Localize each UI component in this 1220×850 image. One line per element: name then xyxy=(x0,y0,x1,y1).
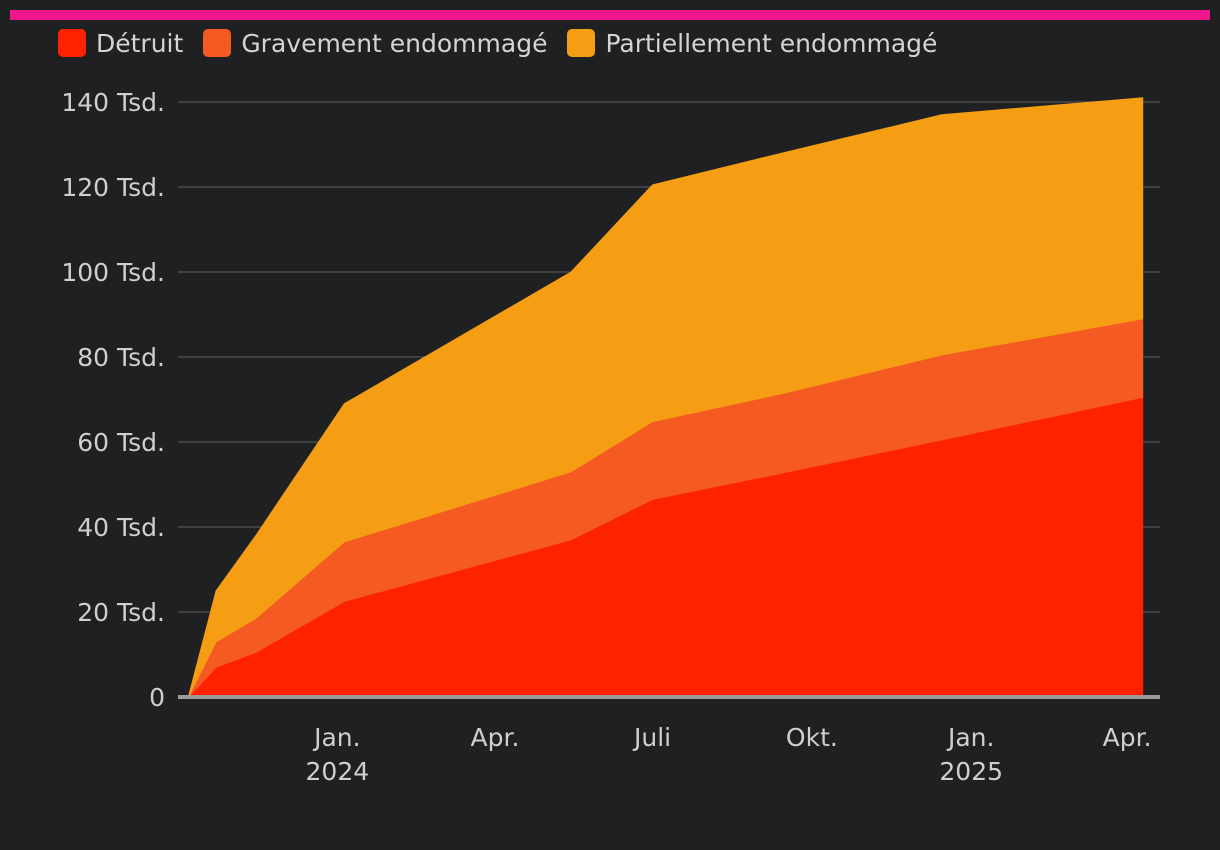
y-tick-label: 140 Tsd. xyxy=(61,88,165,117)
x-tick-label: Juli xyxy=(632,723,671,752)
legend-swatch xyxy=(58,29,86,57)
chart-legend: Détruit Gravement endommagé Partiellement … xyxy=(58,26,957,60)
y-tick-label: 120 Tsd. xyxy=(61,173,165,202)
y-tick-label: 0 xyxy=(149,683,165,712)
legend-label: Détruit xyxy=(96,28,184,58)
x-tick-label: Jan. xyxy=(946,723,994,752)
legend-item[interactable]: Détruit xyxy=(58,29,183,58)
legend-swatch xyxy=(203,29,232,57)
legend-swatch xyxy=(567,29,596,57)
y-tick-label: 40 Tsd. xyxy=(77,513,165,542)
legend-item[interactable]: Partiellement endommagé xyxy=(567,29,937,58)
x-tick-label: Apr. xyxy=(1103,723,1152,752)
legend-item[interactable]: Gravement endommagé xyxy=(203,29,547,58)
legend-label: Partiellement endommagé xyxy=(605,28,938,58)
x-tick-year-label: 2024 xyxy=(306,757,370,786)
x-tick-label: Apr. xyxy=(470,723,519,752)
x-tick-label: Jan. xyxy=(312,723,360,752)
x-tick-year-label: 2025 xyxy=(939,757,1003,786)
x-tick-label: Okt. xyxy=(786,723,838,752)
legend-label: Gravement endommagé xyxy=(241,28,548,58)
y-tick-label: 80 Tsd. xyxy=(77,343,165,372)
area-series xyxy=(187,97,1144,698)
accent-bar xyxy=(10,10,1210,20)
y-tick-label: 60 Tsd. xyxy=(77,428,165,457)
y-tick-label: 20 Tsd. xyxy=(77,598,165,627)
y-tick-label: 100 Tsd. xyxy=(61,258,165,287)
